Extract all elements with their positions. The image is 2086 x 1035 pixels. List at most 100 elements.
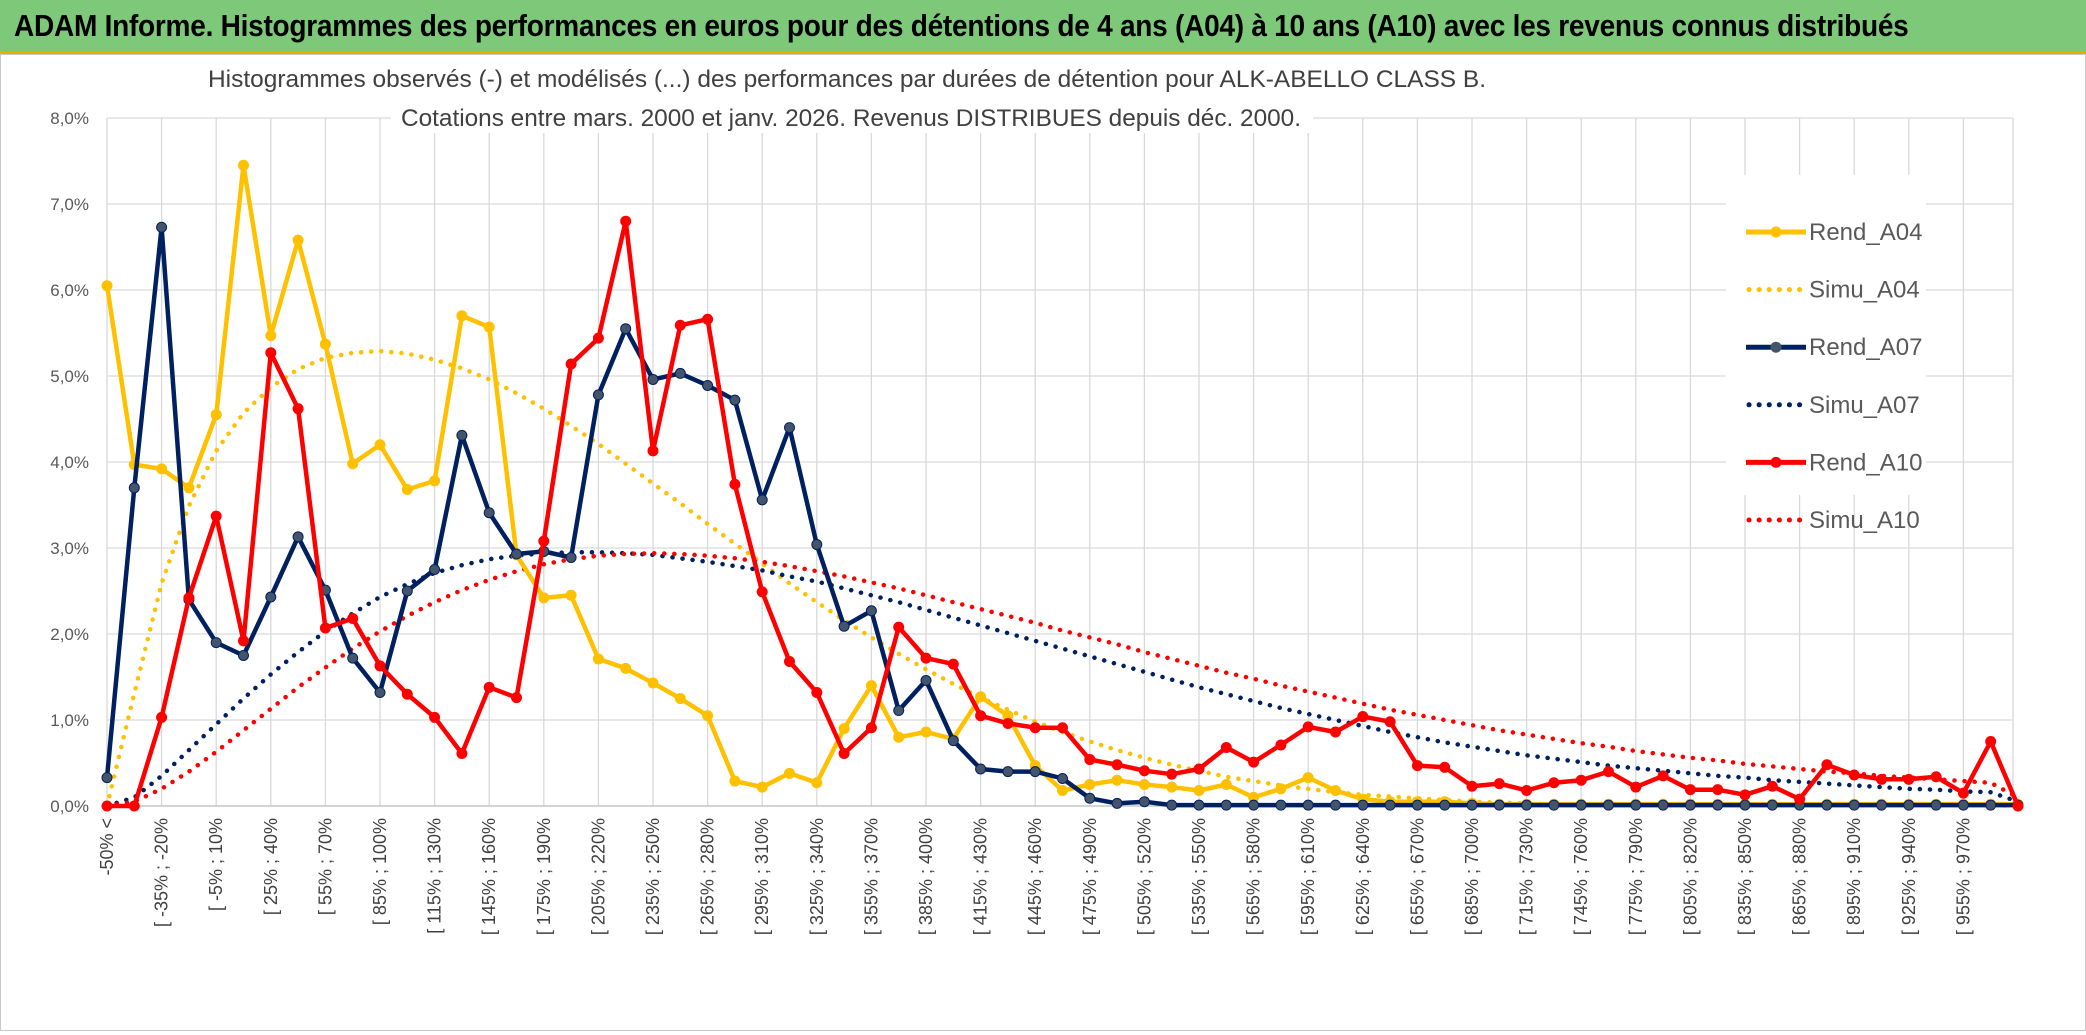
data-point (647, 445, 659, 457)
data-point (374, 439, 386, 451)
y-tick-label: 7,0% (50, 195, 89, 214)
data-point (1903, 773, 1915, 785)
data-point (2012, 800, 2024, 812)
data-point (1330, 785, 1341, 797)
data-point (1548, 777, 1560, 789)
data-point (1302, 772, 1314, 784)
line-chart: 0,0% 1,0% 2,0% 3,0% 4,0% 5,0% 6,0% 7,0% 8,0% -50… (50, 57, 2024, 935)
data-point (347, 458, 359, 470)
title-background (391, 95, 1313, 133)
data-point (1193, 763, 1205, 775)
data-point (702, 313, 714, 325)
chart-title-line2: Cotations entre mars. 2000 et janv. 2026… (401, 105, 1301, 132)
data-point (811, 539, 823, 551)
data-point (483, 681, 495, 693)
chart-title: Histogrammes observés (-) et modélisés (… (201, 57, 1494, 133)
data-point (483, 321, 495, 333)
data-point (401, 484, 413, 496)
data-point (1930, 771, 1942, 783)
data-point (1302, 799, 1314, 811)
data-point (1466, 780, 1478, 792)
data-point (756, 586, 768, 598)
x-tick-label: [ 775% ; 790% (1626, 818, 1646, 935)
data-point (1166, 768, 1178, 780)
x-tick-label: [ -35% ; -20% (152, 818, 172, 927)
chart-title-line1: Histogrammes observés (-) et modélisés (… (208, 66, 1486, 93)
data-point (1384, 799, 1396, 811)
x-tick-label: [ 85% ; 100% (370, 818, 390, 925)
data-point (401, 585, 413, 597)
data-point (1057, 785, 1068, 797)
data-point (1876, 773, 1887, 785)
data-point (1111, 797, 1123, 809)
data-point (1166, 799, 1178, 811)
x-tick-label: [ 325% ; 340% (807, 818, 827, 935)
data-point (565, 589, 577, 601)
x-tick-label: -50% < (97, 818, 117, 876)
data-point (319, 622, 331, 634)
data-point (1384, 716, 1396, 728)
report-title: ADAM Informe. Histogrammes des performan… (14, 8, 1909, 43)
x-tick-label: [ 175% ; 190% (534, 818, 554, 935)
data-point (1002, 717, 1014, 729)
data-point (511, 548, 522, 560)
data-point (1521, 785, 1533, 797)
data-point (1630, 799, 1642, 811)
y-tick-label: 3,0% (50, 539, 89, 558)
data-point (729, 478, 741, 490)
data-point (1630, 781, 1642, 793)
data-point (865, 722, 877, 734)
data-point (1957, 799, 1969, 811)
data-point (811, 686, 823, 698)
x-tick-label: [ 295% ; 310% (752, 818, 772, 935)
x-tick-label: [ -5% ; 10% (206, 818, 226, 911)
data-point (238, 159, 249, 171)
data-point (292, 403, 304, 415)
data-point (1930, 799, 1942, 811)
data-point (210, 637, 222, 649)
x-tick-label: [ 445% ; 460% (1025, 818, 1045, 935)
data-point (838, 620, 850, 632)
data-point (1439, 761, 1451, 773)
data-point (702, 379, 714, 391)
data-point (592, 653, 604, 665)
data-point (156, 711, 168, 723)
data-point (620, 662, 632, 674)
data-point (865, 605, 877, 617)
x-tick-label: [ 895% ; 910% (1844, 818, 1864, 935)
legend-label: Simu_A04 (1809, 277, 1920, 304)
data-point (128, 482, 140, 494)
data-point (1084, 792, 1096, 804)
data-point (592, 389, 604, 401)
data-point (347, 613, 359, 625)
data-point (1302, 721, 1314, 733)
data-point (893, 705, 905, 717)
data-point (1903, 799, 1915, 811)
y-tick-label: 5,0% (50, 367, 89, 386)
data-point (674, 319, 686, 331)
x-tick-label: [ 955% ; 970% (1953, 818, 1973, 935)
data-point (920, 674, 932, 686)
x-tick-label: [ 505% ; 520% (1134, 818, 1154, 935)
data-point (292, 234, 304, 246)
y-tick-label: 1,0% (50, 711, 89, 730)
data-point (1138, 765, 1150, 777)
data-point (1739, 789, 1751, 801)
data-point (101, 280, 113, 292)
data-point (1766, 780, 1778, 792)
data-point (1248, 756, 1260, 768)
data-point (1684, 799, 1696, 811)
data-point (238, 635, 249, 647)
data-point (238, 650, 249, 661)
data-point (483, 507, 495, 519)
data-point (183, 482, 195, 494)
data-point (1603, 766, 1614, 778)
y-tick-label: 6,0% (50, 281, 89, 300)
y-tick-label: 0,0% (50, 797, 89, 816)
legend-marker (1770, 226, 1782, 238)
data-point (1766, 799, 1778, 811)
data-point (784, 656, 795, 668)
x-tick-label: [ 235% ; 250% (643, 818, 663, 935)
data-point (1466, 799, 1478, 811)
x-tick-label: [ 55% ; 70% (315, 818, 335, 915)
